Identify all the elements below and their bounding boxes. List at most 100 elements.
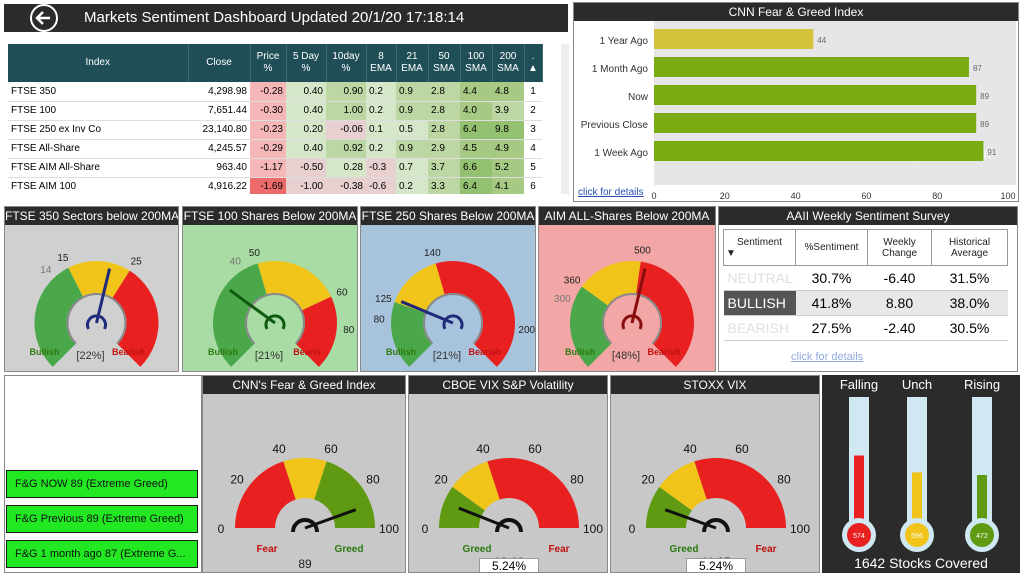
col-10day[interactable]: 10day % [326,44,367,82]
gauge-inner-rim [423,293,483,345]
col-21ema[interactable]: 21 EMA [396,44,429,82]
thermo-fill [912,472,922,531]
aaii-title: AAII Weekly Sentiment Survey [719,207,1017,225]
gauge-tick-label: 00 [322,371,334,372]
bar-value-label: 89 [980,92,989,101]
col-index[interactable]: Index [8,44,189,82]
aaii-row[interactable]: BULLISH 41.8% 8.80 38.0% [723,290,1008,316]
cell-close: 7,651.44 [188,101,250,121]
cell-e21: 0.9 [396,101,428,121]
aaii-cell-avg: 30.5% [931,315,1008,341]
volatility-gauge-tile: STOXX VIX020406080100FearGreed11.255.24% [610,375,820,573]
gauge-tick-label: 40 [476,442,490,456]
table-row[interactable]: FTSE AIM All-Share 963.40 -1.17 -0.50 0.28 -0… [8,158,542,178]
gauge-tick-label: 15 [57,253,69,264]
gauge-svg: 100 300 360 500 700 Bullish Bearish [48%] [554,246,694,372]
aaii-col-pct[interactable]: %Sentiment [795,229,868,266]
gauge-hub [442,314,464,330]
aaii-col-avg[interactable]: Historical Average [931,229,1008,266]
bar-value-label: 87 [973,64,982,73]
gauge-title: CBOE VIX S&P Volatility [409,376,607,394]
cell-rank: 5 [524,158,542,178]
fg-month-button[interactable]: F&G 1 month ago 87 (Extreme G... [6,540,198,568]
gauge-tick-label: 700 [676,371,693,372]
bullish-label: Bullish [386,347,416,357]
gauge-tick-label: 100 [583,522,603,536]
gauge-red-band [112,270,159,367]
gauge-svg: 0 20 40 60 80 100 Fear Greed 89 [218,442,400,571]
col-rank[interactable]: . ▲ [524,44,543,82]
cnn-details-link[interactable]: click for details [578,187,644,198]
gauge-green-band [391,301,432,367]
col-8ema[interactable]: 8 EMA [366,44,397,82]
gauge-band [439,486,485,528]
gauge-svg: 5 14 15 25 35 Bullish Bearish [22%] [29,253,159,367]
table-row[interactable]: FTSE 100 7,651.44 -0.30 0.40 1.00 0.2 0.9 2.8 4.… [8,101,542,121]
cell-close: 4,298.98 [188,82,250,102]
gauge-tick-label: 500 [634,246,651,257]
gauge-hub [702,518,730,533]
gauge-inner-rim [602,293,662,345]
fg-previous-button[interactable]: F&G Previous 89 (Extreme Greed) [6,505,198,533]
cell-d10: -0.38 [326,177,366,197]
cell-name: FTSE AIM All-Share [8,158,188,178]
col-price[interactable]: Price % [250,44,287,82]
cell-s200: 4.9 [492,139,524,159]
table-row[interactable]: FTSE 250 ex Inv Co 23,140.80 -0.23 0.20 -0.0… [8,120,542,140]
gauge-percent: [21%] [255,350,283,362]
gauge-tick-label: 100 [790,522,810,536]
cell-d10: 0.28 [326,158,366,178]
fg-now-button[interactable]: F&G NOW 89 (Extreme Greed) [6,470,198,498]
bar-category-label: Previous Close [581,120,649,131]
aaii-col-change[interactable]: Weekly Change [867,229,932,266]
table-row[interactable]: FTSE 350 4,298.98 -0.28 0.40 0.90 0.2 0.9 2.8 4.… [8,82,542,102]
cell-s100: 4.0 [460,101,492,121]
table-scrollbar[interactable] [561,44,569,196]
back-button[interactable] [30,4,58,32]
table-row[interactable]: FTSE AIM 100 4,916.22 -1.69 -1.00 -0.38 -0.6 0… [8,177,542,197]
col-50sma[interactable]: 50 SMA [428,44,461,82]
bullish-label: Bullish [208,347,238,357]
gauge-tick-label: 80 [366,473,380,487]
cell-name: FTSE 350 [8,82,188,102]
gauge-percent: [48%] [612,350,640,362]
aaii-details-link[interactable]: click for details [791,351,864,363]
x-tick-label: 40 [791,191,801,201]
thermo-bulb [970,523,994,547]
gauge-tick-label: 80 [343,325,355,336]
gauge-title: CNN's Fear & Greed Index [203,376,405,394]
cnn-bar-title: CNN Fear & Greed Index [574,3,1018,21]
fear-label: Fear [256,544,277,555]
dashboard-header: Markets Sentiment Dashboard Updated 20/1… [4,4,568,32]
gauge-percent-box: 5.24% [686,558,746,572]
aaii-col-sentiment[interactable]: Sentiment ▼ [723,229,796,266]
cell-rank: 1 [524,82,542,102]
aaii-row[interactable]: NEUTRAL 30.7% -6.40 31.5% [723,265,1008,291]
gauge-tick-label: 125 [375,294,392,305]
bullish-label: Bullish [565,347,595,357]
gauge-band [235,461,296,528]
cell-name: FTSE 100 [8,101,188,121]
bearish-label: Bearish [112,347,145,357]
bar [654,85,977,105]
gauge-band [314,461,375,528]
aaii-cell-label: BULLISH [723,290,796,316]
aaii-cell-chg: -2.40 [867,315,932,341]
table-row[interactable]: FTSE All-Share 4,245.57 -0.29 0.40 0.92 0.2 0.… [8,139,542,159]
cell-e8: 0.2 [366,101,396,121]
volatility-gauge-tile: CBOE VIX S&P Volatility 0 20 40 60 80 100 Fear G… [408,375,608,573]
thermo-label: Rising [964,377,1000,392]
sector-gauge-tile: FTSE 100 Shares Below 200MA 20 40 50 60 80 00 B… [182,206,358,372]
aaii-row[interactable]: BEARISH 27.5% -2.40 30.5% [723,315,1008,341]
gauge-svg: 020406080100FearGreed11.25 [629,442,811,569]
col-200sma[interactable]: 200 SMA [492,44,525,82]
greed-label: Greed [670,544,699,555]
cell-s200: 5.2 [492,158,524,178]
cell-e8: -0.3 [366,158,396,178]
col-close[interactable]: Close [188,44,251,82]
col-100sma[interactable]: 100 SMA [460,44,493,82]
bar-value-label: 91 [987,148,996,157]
cell-d10: 0.90 [326,82,366,102]
col-5day[interactable]: 5 Day % [286,44,327,82]
gauge-needle [228,288,276,325]
